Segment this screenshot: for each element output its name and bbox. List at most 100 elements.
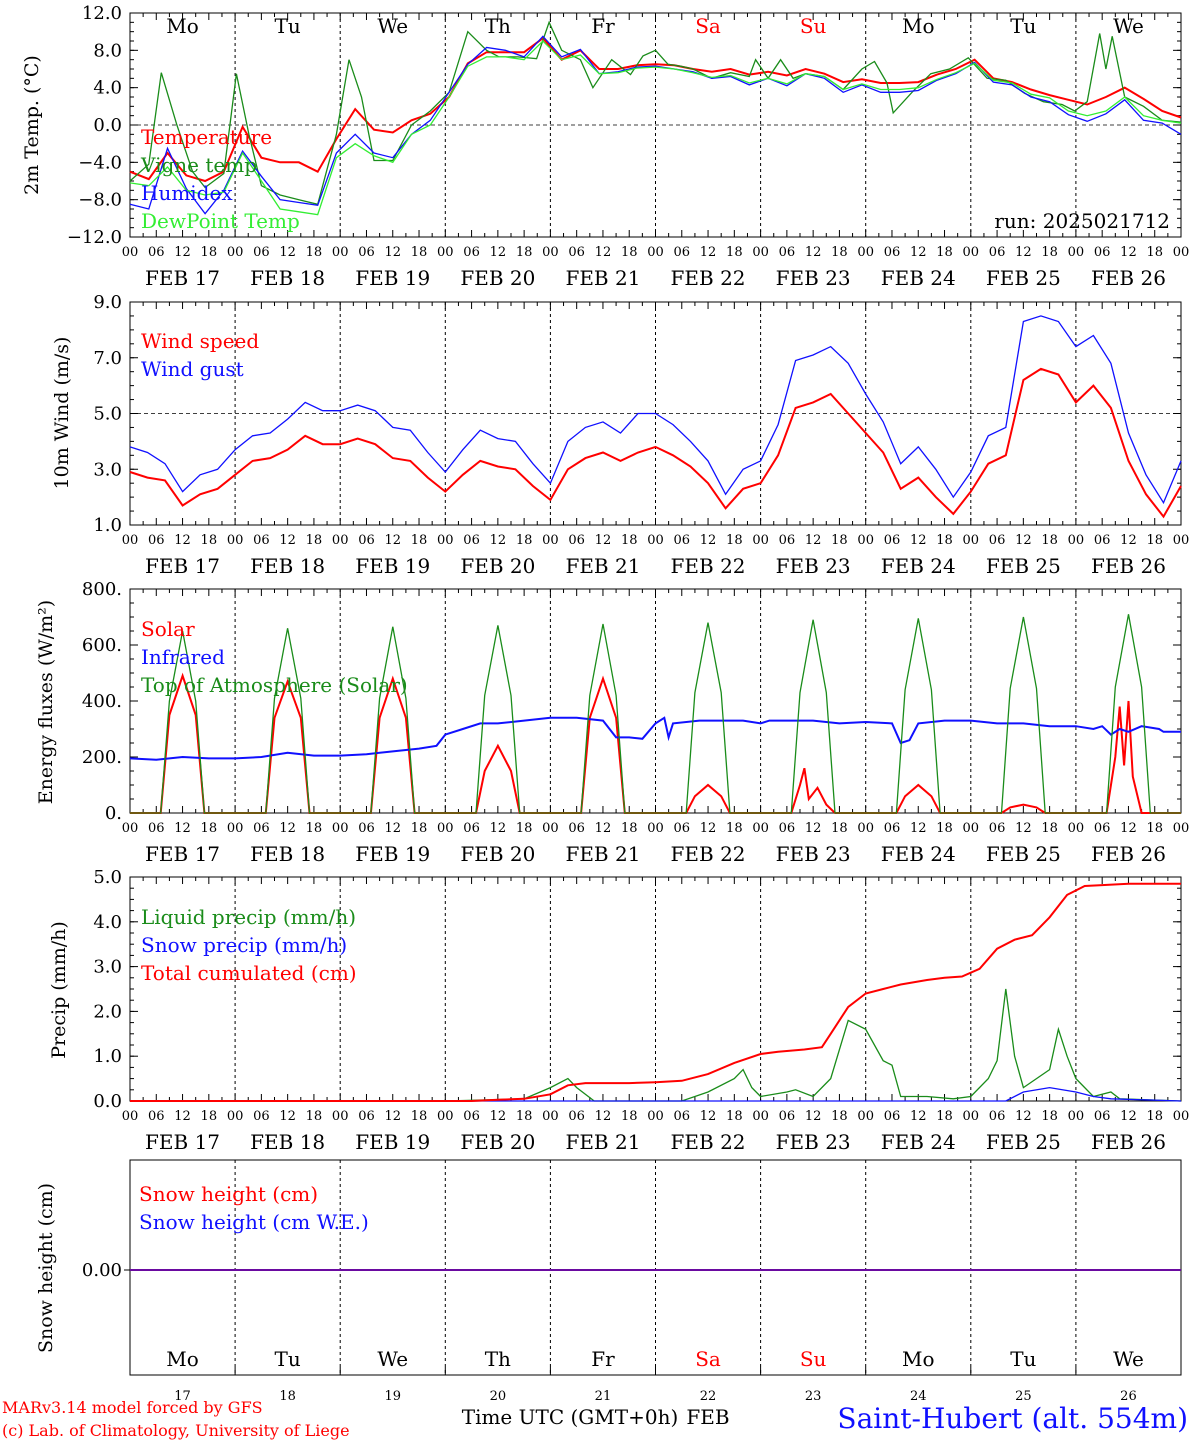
hour-label: 06 (358, 821, 375, 836)
hour-label: 12 (279, 245, 296, 260)
legend-entry: Snow height (cm) (139, 1182, 318, 1206)
hour-label: 18 (621, 533, 638, 548)
hour-label: 06 (148, 821, 165, 836)
hour-label: 12 (700, 533, 717, 548)
hour-label: 06 (358, 245, 375, 260)
hour-label: 06 (674, 821, 691, 836)
hour-label: 00 (542, 1109, 559, 1124)
hour-label: 00 (963, 533, 980, 548)
hour-label: 00 (227, 1109, 244, 1124)
hour-label: 06 (358, 1109, 375, 1124)
hour-label: 12 (595, 821, 612, 836)
day-name-bottom: Tu (275, 1347, 301, 1371)
date-label: FEB 17 (145, 1130, 220, 1154)
hour-label: 00 (963, 245, 980, 260)
series-line-humidex (129, 35, 1182, 215)
hour-label: 12 (1120, 245, 1137, 260)
date-label: FEB 25 (986, 554, 1061, 578)
y-tick-label: 12.0 (82, 3, 122, 24)
station-name: Saint-Hubert (alt. 554m) (837, 1402, 1188, 1435)
legend-entry: Infrared (141, 645, 225, 669)
date-label: FEB 19 (355, 554, 430, 578)
hour-label: 00 (227, 245, 244, 260)
hour-label: 12 (805, 821, 822, 836)
hour-label: 00 (752, 245, 769, 260)
hour-label: 00 (1068, 245, 1085, 260)
hour-label: 12 (595, 533, 612, 548)
series-line-top-of-atmosphere-solar- (130, 614, 1181, 814)
hour-label: 06 (989, 821, 1006, 836)
legend-entry: Total cumulated (cm) (141, 961, 357, 985)
panel-3: 800. 600. 400. 200. 0. Energy fluxes (W/m²) So… (35, 579, 1189, 866)
date-label: FEB 25 (986, 266, 1061, 290)
y-tick-label: 4.0 (93, 912, 122, 933)
hour-label: 18 (516, 821, 533, 836)
month-label: FEB (686, 1405, 729, 1429)
series-line-total-cumulated-cm- (130, 882, 1181, 1102)
day-name-top: Tu (1010, 14, 1036, 38)
series-line-infrared (129, 716, 1181, 761)
hour-label: 18 (726, 1109, 743, 1124)
date-label: FEB 24 (881, 554, 956, 578)
hour-label: 06 (463, 1109, 480, 1124)
date-label: FEB 24 (881, 842, 956, 866)
y-tick-label: 400. (82, 691, 122, 712)
hour-label: 18 (306, 533, 323, 548)
hour-label: 00 (332, 533, 349, 548)
day-name-bottom: We (377, 1347, 408, 1371)
hour-label: 06 (463, 533, 480, 548)
hour-label: 00 (437, 245, 454, 260)
hour-label: 00 (752, 821, 769, 836)
hour-label: 12 (805, 245, 822, 260)
hour-label: 00 (647, 533, 664, 548)
day-name-bottom: Tu (1010, 1347, 1036, 1371)
hour-label: 06 (148, 245, 165, 260)
panel-4: 5.0 4.0 3.0 2.0 1.0 0.0 Precip (mm/h) Liquid pr… (48, 867, 1189, 1154)
date-label: FEB 18 (250, 842, 325, 866)
y-tick-label: −8.0 (78, 190, 122, 211)
day-name-top: Mo (902, 14, 935, 38)
date-label: FEB 20 (460, 842, 535, 866)
date-label: FEB 26 (1091, 266, 1166, 290)
day-name-bottom: Sa (695, 1347, 721, 1371)
day-number: 25 (1015, 1389, 1032, 1404)
hour-label: 00 (857, 533, 874, 548)
hour-label: 00 (542, 821, 559, 836)
date-label: FEB 26 (1091, 842, 1166, 866)
date-label: FEB 22 (671, 266, 746, 290)
hour-label: 06 (674, 1109, 691, 1124)
hour-label: 18 (621, 1109, 638, 1124)
date-label: FEB 24 (881, 266, 956, 290)
hour-label: 18 (831, 821, 848, 836)
panel-1: 12.0 8.0 4.0 0.0 −4.0 −8.0 −12.0 2m Temp. (°C) T… (21, 3, 1189, 290)
hour-label: 06 (989, 245, 1006, 260)
hour-label: 18 (621, 245, 638, 260)
hour-label: 00 (122, 245, 139, 260)
hour-label: 12 (1120, 533, 1137, 548)
hour-label: 12 (1120, 821, 1137, 836)
date-label: FEB 21 (565, 266, 640, 290)
y-tick-label: 0.00 (82, 1260, 122, 1281)
date-label: FEB 23 (776, 266, 851, 290)
hour-label: 12 (174, 821, 191, 836)
hour-label: 00 (857, 1109, 874, 1124)
hour-label: 18 (411, 1109, 428, 1124)
hour-label: 18 (621, 821, 638, 836)
hour-label: 18 (1146, 533, 1163, 548)
day-name-top: Su (800, 14, 827, 38)
hour-label: 00 (542, 245, 559, 260)
legend-entry: Vigne temp (140, 153, 257, 177)
hour-label: 12 (174, 533, 191, 548)
series-line-wind-gust (129, 315, 1182, 505)
day-name-top: We (377, 14, 408, 38)
legend-entry: Liquid precip (mm/h) (141, 905, 356, 929)
hour-label: 18 (1146, 1109, 1163, 1124)
hour-label: 12 (384, 821, 401, 836)
day-name-bottom: Th (485, 1347, 511, 1371)
date-label: FEB 24 (881, 1130, 956, 1154)
date-label: FEB 20 (460, 266, 535, 290)
hour-label: 00 (1173, 245, 1190, 260)
date-label: FEB 22 (671, 1130, 746, 1154)
series-line-wind-speed (129, 367, 1182, 519)
hour-label: 12 (595, 245, 612, 260)
